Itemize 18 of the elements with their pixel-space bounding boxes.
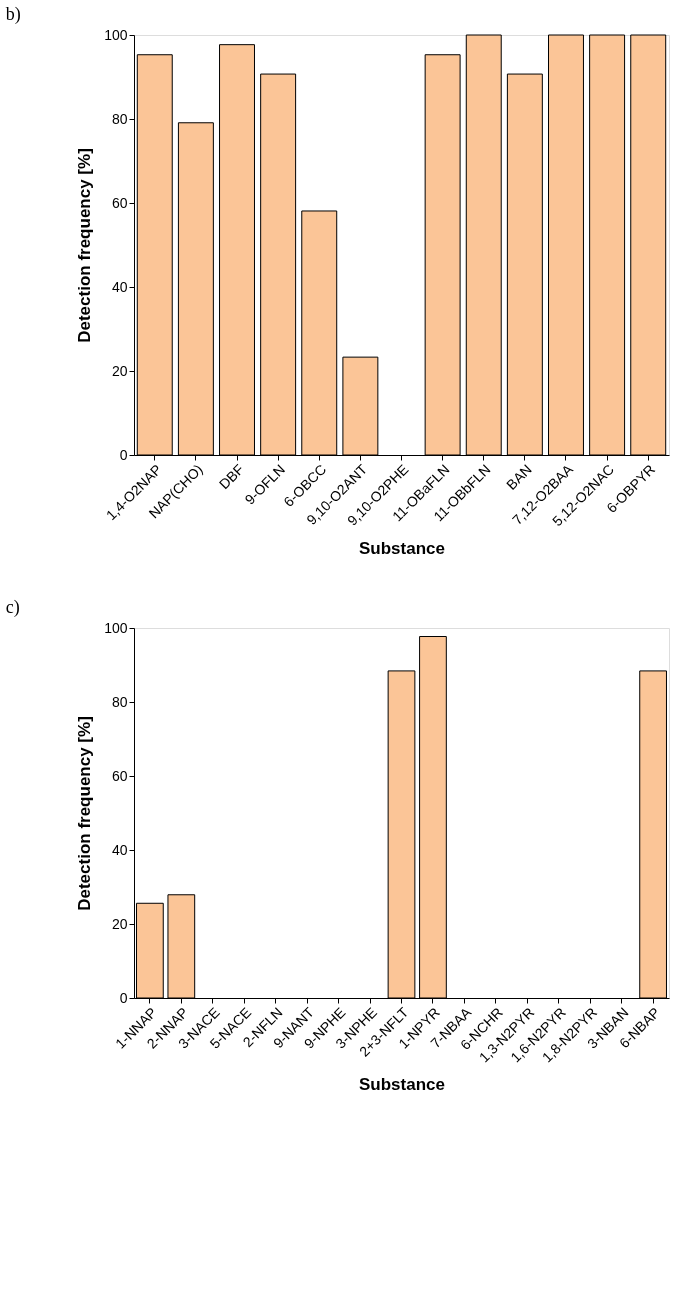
x-axis-title: Substance bbox=[359, 539, 445, 559]
y-tick-label: 40 bbox=[111, 278, 128, 295]
y-tick-label: 0 bbox=[119, 446, 128, 463]
y-tick-label: 100 bbox=[104, 619, 128, 636]
y-tick-label: 20 bbox=[111, 362, 128, 379]
y-tick-label: 20 bbox=[111, 915, 128, 932]
y-axis-title: Detection frequency [%] bbox=[75, 716, 95, 911]
y-axis-title: Detection frequency [%] bbox=[75, 148, 95, 343]
y-tick-label: 100 bbox=[104, 26, 128, 43]
y-tick-label: 80 bbox=[111, 110, 128, 127]
x-axis-title: Substance bbox=[359, 1075, 445, 1095]
chart-title: b) bbox=[5, 4, 21, 25]
y-tick-label: 0 bbox=[119, 989, 128, 1006]
y-tick-label: 40 bbox=[111, 841, 128, 858]
chart-title: c) bbox=[5, 597, 20, 618]
y-tick-label: 60 bbox=[111, 194, 128, 211]
y-tick-label: 80 bbox=[111, 693, 128, 710]
y-tick-label: 60 bbox=[111, 767, 128, 784]
